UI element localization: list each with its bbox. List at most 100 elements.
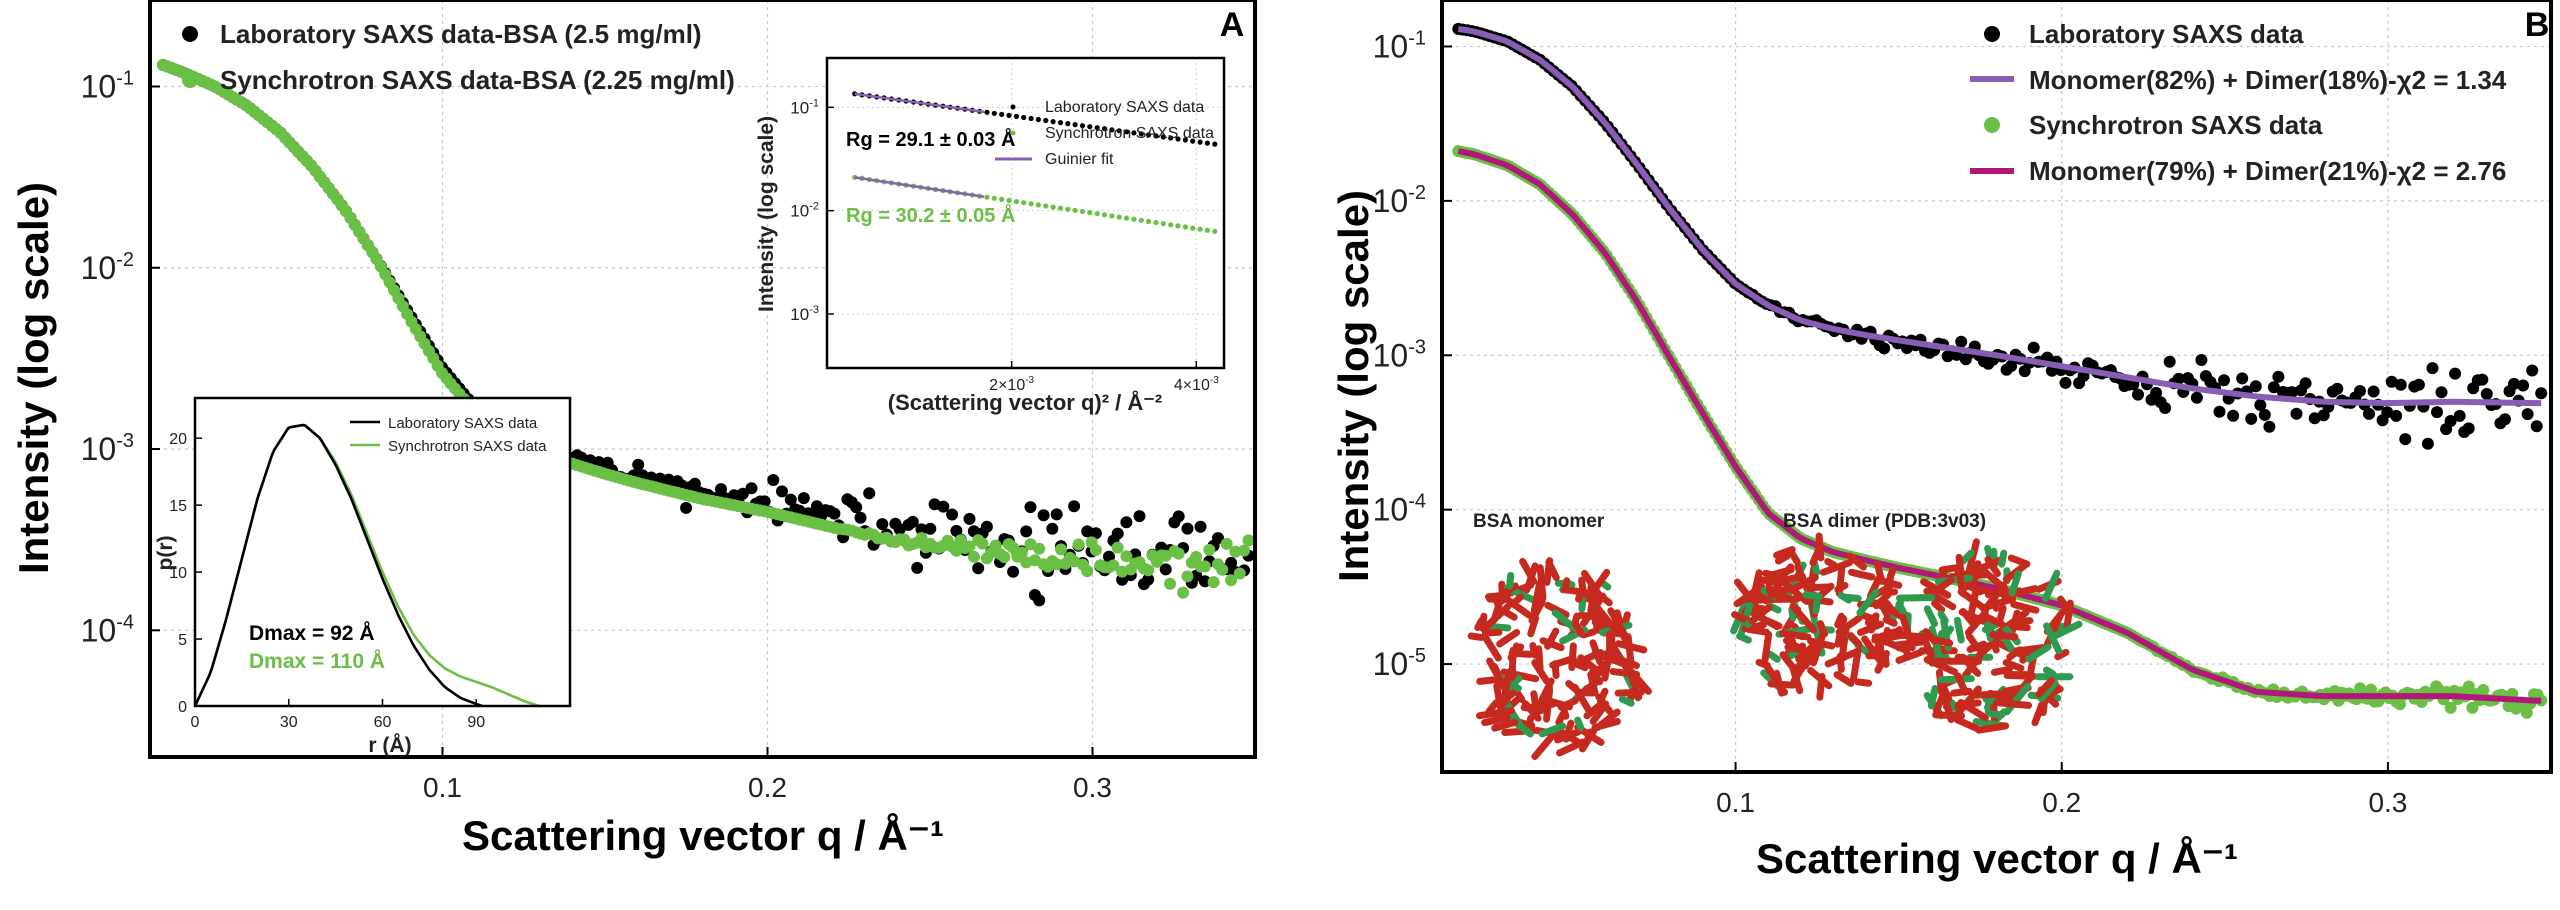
coil-segment xyxy=(1779,629,1812,641)
sync-data-point xyxy=(2462,680,2475,693)
lab-data-point xyxy=(1046,522,1059,535)
helix-segment xyxy=(1475,707,1515,720)
lab-data-point xyxy=(2363,407,2375,420)
panel-b-points xyxy=(1452,22,2548,719)
lab-data-point xyxy=(2431,406,2443,419)
sync-data-point xyxy=(1177,586,1190,599)
panel-b-legend: Laboratory SAXS data Monomer(82%) + Dime… xyxy=(1970,19,2507,186)
guinier-lab-point xyxy=(1043,117,1049,124)
pr-curves xyxy=(195,423,540,706)
panel-b-frame xyxy=(1440,0,2553,774)
coil-segment xyxy=(1937,677,1953,703)
sync-data-point xyxy=(2477,684,2490,696)
lab-data-point xyxy=(797,492,810,505)
helix-segment xyxy=(1846,552,1867,571)
helix-segment xyxy=(1795,573,1810,588)
helix-segment xyxy=(1838,623,1850,663)
helix-segment xyxy=(1583,702,1603,720)
bsa-dimer-label: BSA dimer (PDB:3v03) xyxy=(1783,511,1986,532)
helix-segment xyxy=(1923,605,1938,628)
helix-segment xyxy=(1741,621,1767,633)
guinier-sync-point xyxy=(1094,211,1100,217)
helix-segment xyxy=(1506,571,1515,590)
lab-data-point xyxy=(980,520,993,533)
lab-data-point xyxy=(924,522,937,535)
pr-x-tick-label: 30 xyxy=(280,714,298,731)
guinier-y-tick-label: 10-3 xyxy=(790,304,819,324)
legend-swatch-sync xyxy=(182,72,198,88)
pr-lab-curve xyxy=(195,423,483,706)
guinier-lab-point xyxy=(1131,130,1137,136)
helix-segment xyxy=(1990,665,2013,676)
lab-data-point xyxy=(2499,413,2511,426)
legend-b-swatch-sync xyxy=(1984,117,2000,133)
lab-data-point xyxy=(1181,522,1194,535)
helix-segment xyxy=(1761,631,1773,663)
sync-data-point xyxy=(1089,544,1102,556)
helix-segment xyxy=(1987,710,2006,719)
lab-data-point xyxy=(2526,364,2539,377)
lab-data-point xyxy=(736,487,749,500)
helix-segment xyxy=(2035,677,2055,698)
sync-data-point xyxy=(2365,683,2377,696)
pr-dmax-lab: Dmax = 92 Å xyxy=(249,621,375,645)
guinier-y-tick-label: 10-2 xyxy=(790,201,819,221)
pr-x-tick-label: 0 xyxy=(191,714,200,731)
sync-data-point xyxy=(1033,542,1046,555)
guinier-frame xyxy=(825,56,1226,370)
legend-b-label-fit1: Monomer(82%) + Dimer(18%)-χ2 = 1.34 xyxy=(2029,65,2507,95)
lab-data-point xyxy=(1007,565,1020,578)
helix-segment xyxy=(1802,591,1823,601)
guinier-lab-point xyxy=(1146,132,1152,138)
panel-a-x-tick-label: 0.2 xyxy=(748,772,787,803)
bsa-monomer-label: BSA monomer xyxy=(1473,511,1605,532)
helix-segment xyxy=(1848,568,1876,581)
pr-legend: Laboratory SAXS data Synchrotron SAXS da… xyxy=(350,415,547,455)
guinier-lab-point xyxy=(1153,133,1159,139)
lab-data-point xyxy=(2218,374,2230,387)
guinier-lab-point xyxy=(1168,135,1174,141)
protein-structures xyxy=(1467,532,2083,761)
guinier-legend-sync: Synchrotron SAXS data xyxy=(1045,125,1214,142)
panel-a-x-tick-label: 0.1 xyxy=(423,772,462,803)
coil-segment xyxy=(2049,685,2064,696)
lab-data-point xyxy=(2453,409,2466,422)
lab-data-point xyxy=(1089,527,1102,540)
helix-segment xyxy=(1989,631,2019,641)
lab-data-point xyxy=(937,500,950,513)
sync-data-point xyxy=(1225,574,1238,587)
coil-segment xyxy=(1957,699,1989,722)
guinier-lab-point xyxy=(1094,125,1100,131)
guinier-sync-point xyxy=(1087,210,1093,216)
coil-segment xyxy=(1993,699,2033,709)
helix-segment xyxy=(1954,672,1969,696)
helix-segment xyxy=(1850,650,1862,682)
guinier-lab-point xyxy=(1035,116,1041,123)
helix-segment xyxy=(1933,657,1969,665)
pr-ticks: 0 30 60 90 0 5 10 15 20 xyxy=(169,431,485,731)
helix-segment xyxy=(1931,599,1946,614)
helix-segment xyxy=(1736,632,1752,644)
coil-segment xyxy=(1523,700,1557,712)
guinier-sync-point xyxy=(984,194,990,200)
sync-data-point xyxy=(1220,537,1233,550)
guinier-sync-point xyxy=(1035,202,1041,208)
pr-inset: 0 30 60 90 0 5 10 15 20 r (Å) p(r) Dmax = 92 Å D… xyxy=(154,396,572,757)
lab-data-point xyxy=(2254,399,2267,411)
guinier-sync-point xyxy=(1072,207,1078,213)
lab-data-point xyxy=(2367,385,2380,398)
guinier-fit-line xyxy=(854,176,985,198)
panel-b-y-tick-label: 10-2 xyxy=(1373,182,1426,219)
helix-segment xyxy=(1767,680,1797,689)
coil-segment xyxy=(1815,532,1825,562)
sync-data-point xyxy=(1181,570,1194,583)
lab-data-point xyxy=(1198,575,1211,588)
pr-legend-lab: Laboratory SAXS data xyxy=(388,415,538,432)
helix-segment xyxy=(1965,632,1982,652)
helix-segment xyxy=(1484,591,1512,601)
helix-segment xyxy=(1867,619,1879,634)
lab-data-point xyxy=(876,518,889,531)
panel-label-a: A xyxy=(1220,6,1245,44)
lab-data-point xyxy=(946,508,959,521)
coil-segment xyxy=(1538,722,1567,738)
